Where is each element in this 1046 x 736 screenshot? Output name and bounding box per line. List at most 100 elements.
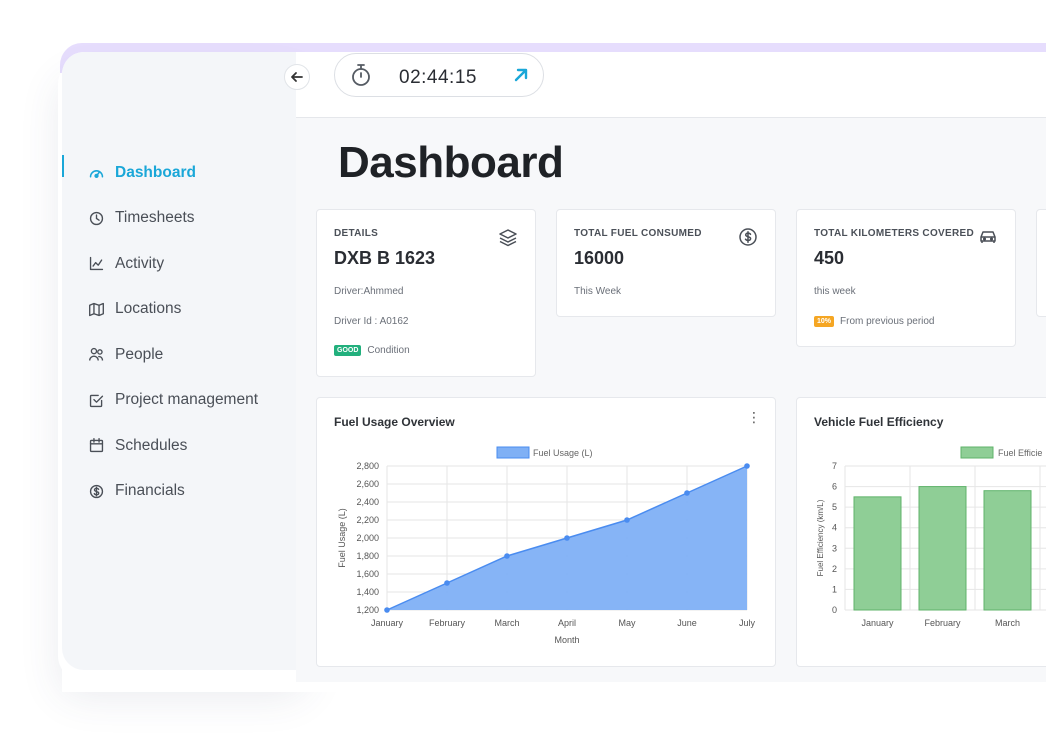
x-tick-label: March (494, 618, 519, 628)
driver-id: Driver Id : A0162 (334, 316, 409, 327)
status-badge: GOOD (334, 345, 362, 356)
sidebar-item-project-management[interactable]: Project management (62, 378, 296, 424)
condition-label: Condition (367, 345, 410, 357)
data-point (564, 535, 570, 541)
x-tick-label: January (371, 618, 404, 628)
y-tick-label: 1,400 (356, 587, 379, 597)
partial-card (1036, 209, 1046, 317)
y-tick-label: 0 (832, 605, 837, 615)
vehicle-plate: DXB B 1623 (334, 248, 436, 268)
fuel-efficiency-chart-card: Vehicle Fuel Efficiency Fuel Efficie 0 1 2 3… (796, 397, 1046, 667)
km-change-row: 10% From previous period (814, 316, 935, 327)
bar (918, 486, 967, 611)
y-tick-label: 1,200 (356, 605, 379, 615)
sidebar-item-label: Project management (115, 391, 259, 409)
x-tick-label: February (924, 618, 961, 628)
chart-title: Vehicle Fuel Efficiency (814, 415, 944, 429)
sidebar-nav: Dashboard Timesheets Activity (62, 150, 296, 514)
x-tick-label: March (995, 618, 1020, 628)
sidebar-item-people[interactable]: People (62, 332, 296, 378)
people-icon (88, 346, 105, 363)
sidebar-item-label: Locations (115, 300, 182, 318)
fuel-period: This Week (574, 286, 622, 297)
km-period: this week (814, 286, 856, 297)
sidebar-item-label: Dashboard (115, 163, 196, 181)
dollar-icon (88, 483, 105, 500)
condition-row: GOOD Condition (334, 345, 410, 356)
legend-label: Fuel Efficie (998, 448, 1042, 458)
collapse-sidebar-button[interactable] (284, 64, 310, 90)
sidebar-item-schedules[interactable]: Schedules (62, 423, 296, 469)
y-tick-label: 2 (832, 564, 837, 574)
sidebar-item-label: Schedules (115, 436, 188, 454)
sidebar-item-financials[interactable]: Financials (62, 469, 296, 515)
arrow-up-right-icon[interactable] (511, 65, 531, 85)
x-tick-label: May (618, 618, 636, 628)
x-tick-label: April (558, 618, 576, 628)
fuel-usage-chart: Fuel Usage (L) 1,200 1,400 1,600 1,800 2,000 2… (337, 446, 755, 645)
content-bottom (296, 682, 1046, 692)
card-label: TOTAL FUEL CONSUMED (574, 228, 702, 239)
legend-label: Fuel Usage (L) (533, 448, 593, 458)
card-label: DETAILS (334, 228, 379, 239)
y-tick-label: 4 (832, 523, 837, 533)
data-point (624, 517, 630, 523)
y-tick-label: 2,800 (356, 461, 379, 471)
fuel-usage-chart-card: Fuel Usage Overview ⋮ Fuel Usage (L) 1,20… (316, 397, 776, 667)
legend-swatch (496, 446, 530, 459)
data-point (684, 490, 690, 496)
y-tick-label: 7 (832, 461, 837, 471)
app-window: Dashboard Timesheets Activity (62, 52, 1046, 692)
y-tick-label: 2,400 (356, 497, 379, 507)
fuel-value: 16000 (574, 248, 625, 268)
dashboard-icon (88, 164, 105, 181)
sidebar-item-activity[interactable]: Activity (62, 241, 296, 287)
sidebar-item-timesheets[interactable]: Timesheets (62, 196, 296, 242)
y-tick-label: 1 (832, 584, 837, 594)
timer-widget[interactable]: 02:44:15 (334, 53, 544, 97)
layers-icon (499, 229, 517, 247)
y-tick-label: 5 (832, 502, 837, 512)
y-tick-label: 2,600 (356, 479, 379, 489)
y-tick-label: 2,200 (356, 515, 379, 525)
y-tick-label: 1,800 (356, 551, 379, 561)
km-card: TOTAL KILOMETERS COVERED 450 this week 1… (796, 209, 1016, 347)
change-badge: 10% (814, 316, 835, 327)
sidebar-item-label: Activity (115, 254, 165, 272)
sidebar-item-locations[interactable]: Locations (62, 287, 296, 333)
page-title: Dashboard (338, 138, 564, 187)
topbar-divider (296, 117, 1046, 118)
legend-swatch (960, 446, 994, 459)
data-point (744, 463, 750, 469)
timer-value: 02:44:15 (399, 67, 477, 88)
calendar-icon (88, 437, 105, 454)
fuel-efficiency-chart: Fuel Efficie 0 1 2 3 4 5 6 7 January February March… (816, 446, 1046, 628)
checklist-icon (88, 392, 105, 409)
y-axis-label: Fuel Usage (L) (337, 508, 347, 568)
arrow-left-icon (291, 72, 303, 82)
main-content: 02:44:15 Dashboard DETAILS DXB B 1623 Dr… (284, 52, 1046, 692)
sidebar-item-label: Timesheets (115, 209, 195, 227)
stopwatch-icon (352, 64, 370, 86)
dollar-circle-icon (739, 228, 757, 246)
change-label: From previous period (840, 316, 935, 328)
clock-icon (88, 210, 105, 227)
details-card: DETAILS DXB B 1623 Driver:Ahmmed Driver … (316, 209, 536, 377)
sidebar-item-label: People (115, 345, 164, 363)
y-tick-label: 1,600 (356, 569, 379, 579)
sidebar-item-dashboard[interactable]: Dashboard (62, 150, 296, 196)
data-point (504, 553, 510, 559)
fuel-card: TOTAL FUEL CONSUMED 16000 This Week (556, 209, 776, 317)
card-label: TOTAL KILOMETERS COVERED (814, 228, 974, 239)
driver-name: Driver:Ahmmed (334, 286, 404, 297)
y-tick-label: 2,000 (356, 533, 379, 543)
sidebar: Dashboard Timesheets Activity (62, 52, 296, 670)
x-axis-label: Month (554, 635, 579, 645)
y-tick-label: 6 (832, 482, 837, 492)
x-tick-label: February (429, 618, 466, 628)
activity-chart-icon (88, 255, 105, 272)
x-tick-label: January (861, 618, 894, 628)
data-point (444, 580, 450, 586)
x-tick-label: June (677, 618, 697, 628)
